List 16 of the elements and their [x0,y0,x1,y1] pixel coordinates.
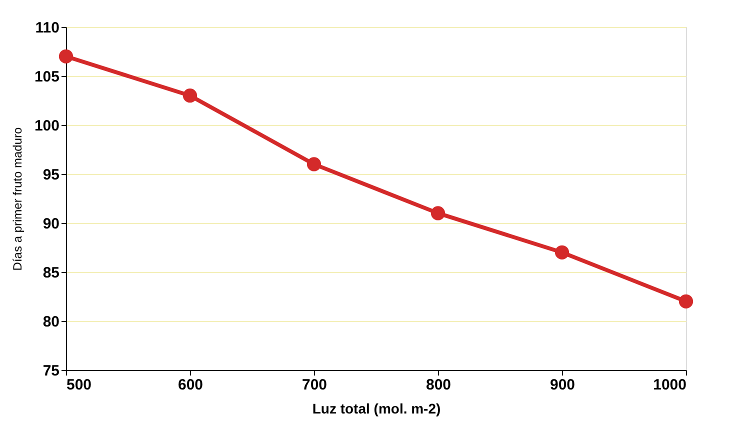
x-tick-label: 900 [550,376,576,394]
x-tick-label: 700 [302,376,328,394]
y-tick-label: 85 [42,264,60,282]
x-tick-label: 800 [426,376,452,394]
x-tick-label: 1000 [653,376,686,394]
y-tick-label: 75 [42,362,60,380]
y-tick-label: 90 [42,216,60,232]
x-tick-label: 600 [178,376,204,394]
y-axis-title: Días a primer fruto maduro [10,126,24,271]
y-tick-label: 80 [42,314,60,330]
y-tick-label: 110 [35,20,60,36]
x-axis-title: Luz total (mol. m-2) [312,400,441,416]
y-tick-label: 95 [42,166,60,184]
y-tick-label: 105 [34,68,60,86]
x-tick-label: 500 [66,376,92,394]
y-tick-label: 100 [34,118,60,134]
